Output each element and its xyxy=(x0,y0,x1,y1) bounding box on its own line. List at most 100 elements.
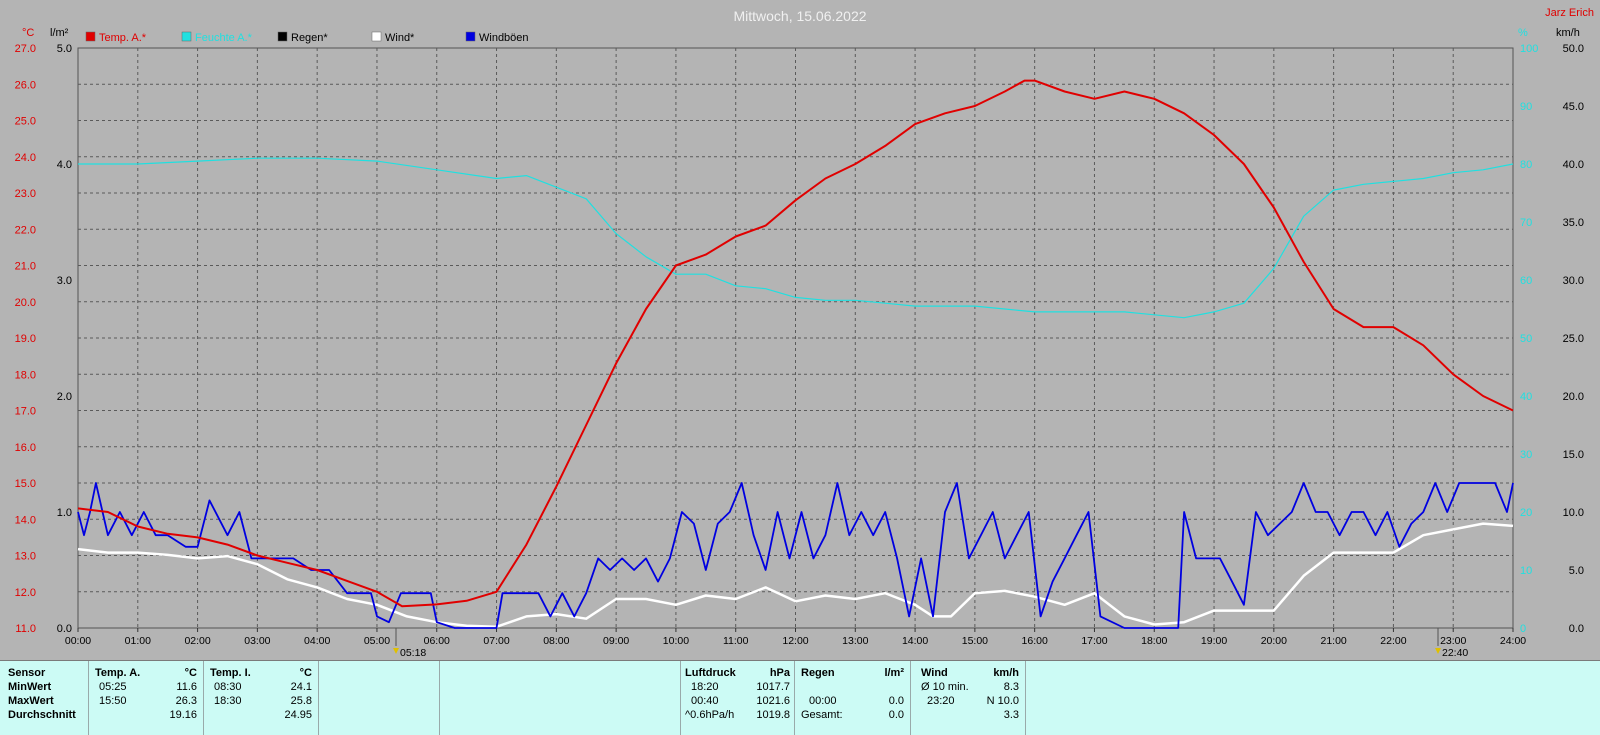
sunrise-time: 05:18 xyxy=(400,647,426,659)
temp-i-max-time: 18:30 xyxy=(214,695,242,707)
x-tick-label: 04:00 xyxy=(304,635,330,647)
sunrise-marker: 05:18 xyxy=(393,628,426,659)
wind-tick-label: 50.0 xyxy=(1563,43,1584,55)
temp-i-title: Temp. I. xyxy=(210,667,251,679)
wind-avg10: 8.3 xyxy=(1003,681,1019,693)
col-empty-2 xyxy=(440,661,681,735)
temp-i-min-time: 08:30 xyxy=(214,681,242,693)
humidity-tick-label: 70 xyxy=(1520,217,1532,229)
temp-tick-label: 15.0 xyxy=(15,478,36,490)
x-tick-label: 24:00 xyxy=(1500,635,1526,647)
temp-i-avg: 24.95 xyxy=(284,709,312,721)
humidity-tick-label: 100 xyxy=(1520,43,1538,55)
series-lines xyxy=(77,79,1514,629)
legend-swatch xyxy=(181,31,192,42)
wind-tick-label: 30.0 xyxy=(1563,275,1584,287)
wind-tick-label: 40.0 xyxy=(1563,159,1584,171)
x-tick-label: 18:00 xyxy=(1141,635,1167,647)
temp-a-max-time: 15:50 xyxy=(99,695,127,707)
legend-swatch xyxy=(371,31,382,42)
col-temp-i: Temp. I. °C 08:30 24.1 18:30 25.8 24.95 xyxy=(204,661,319,735)
wind-max: N 10.0 xyxy=(986,695,1019,707)
x-tick-label: 15:00 xyxy=(962,635,988,647)
rain-max-time: 00:00 xyxy=(809,695,837,707)
row-label-sensor: Sensor xyxy=(8,667,46,679)
humidity-tick-label: 60 xyxy=(1520,275,1532,287)
temp-i-min: 24.1 xyxy=(290,681,312,693)
x-tick-label: 01:00 xyxy=(125,635,151,647)
rain-tick-label: 3.0 xyxy=(57,275,72,287)
x-tick-label: 10:00 xyxy=(663,635,689,647)
wind-avg10-label: Ø 10 min. xyxy=(921,681,969,693)
rain-max: 0.0 xyxy=(888,695,904,707)
sunrise-icon xyxy=(393,648,399,654)
sunset-marker: 22:40 xyxy=(1435,628,1468,659)
wind-tick-label: 15.0 xyxy=(1563,449,1584,461)
x-tick-label: 02:00 xyxy=(184,635,210,647)
rain-unit-cell: l/m² xyxy=(884,667,904,679)
col-pressure: Luftdruck hPa 18:20 1017.7 00:40 1021.6 … xyxy=(681,661,795,735)
legend: Temp. A.* Feuchte A.* Regen* Wind* Windböen xyxy=(85,31,529,44)
series-line-temp-a xyxy=(77,79,1514,608)
legend-label: Wind* xyxy=(385,32,415,44)
pressure-max-time: 00:40 xyxy=(691,695,719,707)
series-line-windb-en xyxy=(77,482,1514,629)
axes: 00:00 01:00 02:00 03:00 04:00 05:00 06:00 07:00… xyxy=(15,43,1584,647)
rain-tick-label: 0.0 xyxy=(57,623,72,635)
temp-a-title: Temp. A. xyxy=(95,667,141,679)
temp-tick-label: 21.0 xyxy=(15,261,36,273)
x-tick-label: 19:00 xyxy=(1201,635,1227,647)
humidity-tick-label: 20 xyxy=(1520,507,1532,519)
rain-tick-label: 5.0 xyxy=(57,43,72,55)
x-tick-label: 11:00 xyxy=(723,635,749,647)
humidity-tick-label: 90 xyxy=(1520,101,1532,113)
humidity-tick-label: 50 xyxy=(1520,333,1532,345)
x-tick-label: 12:00 xyxy=(782,635,808,647)
wind-unit: km/h xyxy=(1556,27,1580,39)
humidity-tick-label: 10 xyxy=(1520,565,1532,577)
x-tick-label: 03:00 xyxy=(244,635,270,647)
temp-unit: °C xyxy=(22,27,34,39)
wind-tick-label: 35.0 xyxy=(1563,217,1584,229)
temp-tick-label: 26.0 xyxy=(15,79,36,91)
temp-tick-label: 11.0 xyxy=(15,623,36,635)
wind-tick-label: 45.0 xyxy=(1563,101,1584,113)
rain-tick-label: 1.0 xyxy=(57,507,72,519)
pressure-max: 1021.6 xyxy=(756,695,790,707)
temp-a-avg: 19.16 xyxy=(169,709,197,721)
humidity-tick-label: 30 xyxy=(1520,449,1532,461)
rain-unit: l/m² xyxy=(50,27,69,39)
x-tick-label: 21:00 xyxy=(1320,635,1346,647)
legend-label: Windböen xyxy=(479,32,529,44)
x-tick-label: 17:00 xyxy=(1081,635,1107,647)
temp-tick-label: 16.0 xyxy=(15,442,36,454)
legend-label: Feuchte A.* xyxy=(195,32,253,44)
humidity-unit: % xyxy=(1518,27,1528,39)
series-line-wind xyxy=(77,522,1514,629)
temp-tick-label: 19.0 xyxy=(15,333,36,345)
temp-tick-label: 24.0 xyxy=(15,152,36,164)
sunset-time: 22:40 xyxy=(1442,647,1468,659)
x-tick-label: 23:00 xyxy=(1440,635,1466,647)
temp-tick-label: 27.0 xyxy=(15,43,36,55)
wind-tick-label: 10.0 xyxy=(1563,507,1584,519)
x-tick-label: 09:00 xyxy=(603,635,629,647)
rain-title: Regen xyxy=(801,667,835,679)
col-temp-a: Temp. A. °C 05:25 11.6 15:50 26.3 19.16 xyxy=(89,661,204,735)
row-label-max: MaxWert xyxy=(8,695,54,707)
temp-tick-label: 12.0 xyxy=(15,587,36,599)
wind-avg: 3.3 xyxy=(1003,709,1019,721)
stats-table: Sensor MinWert MaxWert Durchschnitt Temp… xyxy=(0,660,1600,735)
temp-tick-label: 22.0 xyxy=(15,224,36,236)
temp-tick-label: 25.0 xyxy=(15,116,36,128)
temp-i-unit: °C xyxy=(299,667,312,679)
wind-tick-label: 0.0 xyxy=(1569,623,1584,635)
x-tick-label: 16:00 xyxy=(1022,635,1048,647)
wind-tick-label: 20.0 xyxy=(1563,391,1584,403)
wind-unit-cell: km/h xyxy=(993,667,1019,679)
temp-tick-label: 23.0 xyxy=(15,188,36,200)
temp-a-max: 26.3 xyxy=(175,695,197,707)
x-tick-label: 05:00 xyxy=(364,635,390,647)
rain-total: 0.0 xyxy=(888,709,904,721)
humidity-tick-label: 0 xyxy=(1520,623,1526,635)
